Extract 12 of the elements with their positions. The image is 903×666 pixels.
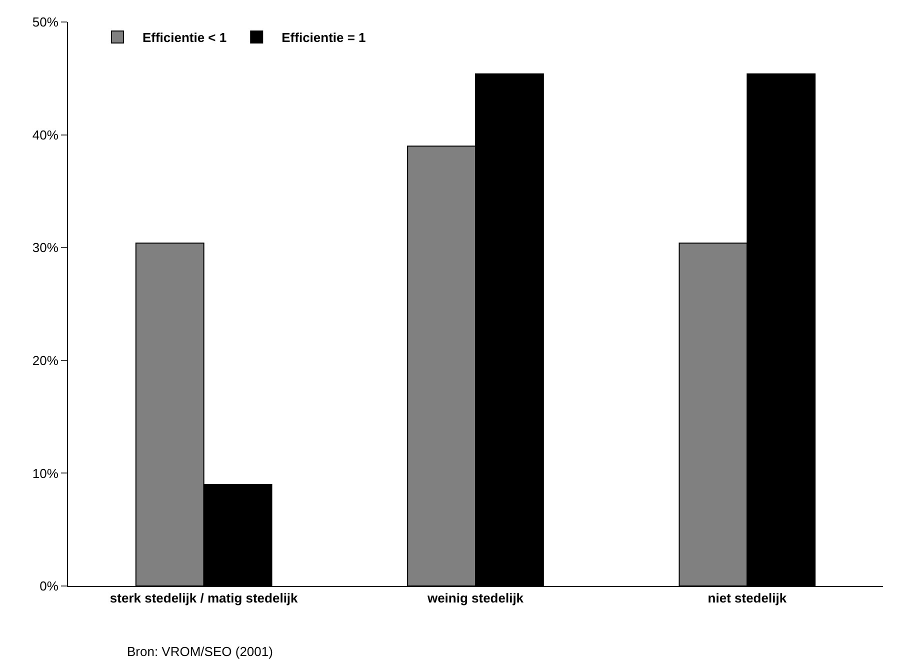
legend-label: Efficientie = 1 bbox=[282, 30, 366, 46]
y-tick-label: 10% bbox=[32, 466, 59, 481]
text: Bron: VROM/SEO (2001) bbox=[127, 644, 273, 659]
x-tick-label: niet stedelijk bbox=[708, 590, 788, 606]
x-tick-label: weinig stedelijk bbox=[426, 590, 524, 606]
y-tick-label: 0% bbox=[40, 578, 59, 594]
y-tick-label: 30% bbox=[32, 240, 59, 256]
y-tick-label: 20% bbox=[32, 352, 59, 368]
legend-label: Efficientie < 1 bbox=[142, 30, 227, 46]
y-tick-label: 40% bbox=[32, 127, 59, 142]
x-tick-label: sterk stedelijk / matig stedelijk bbox=[110, 590, 299, 606]
y-tick-label: 50% bbox=[32, 14, 59, 30]
